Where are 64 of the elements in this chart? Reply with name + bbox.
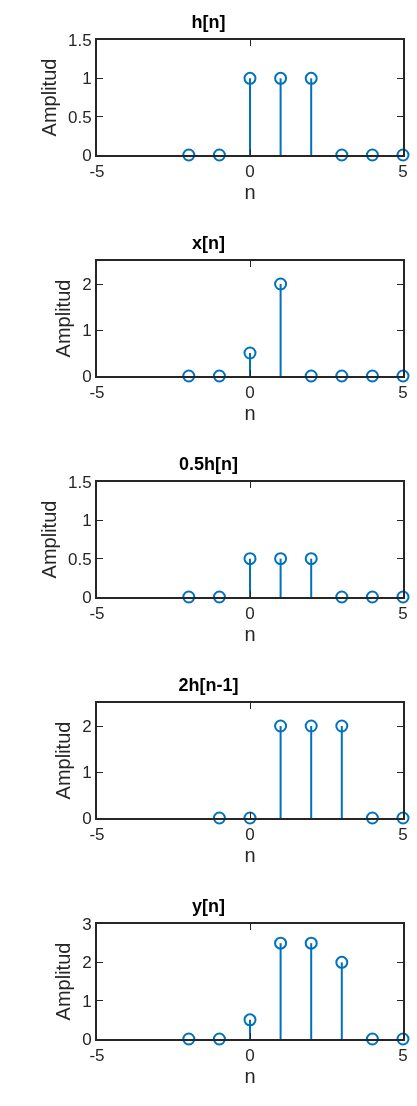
x-axis-title: n — [244, 402, 256, 425]
point — [274, 277, 288, 291]
y-tick-label: 1 — [82, 69, 92, 89]
chart-title: h[n] — [191, 12, 226, 33]
y-tick-label: 1 — [82, 762, 92, 782]
point — [304, 369, 318, 383]
y-axis-title: Amplitud — [52, 279, 75, 358]
x-tick-label: 0 — [245, 383, 255, 403]
x-tick-label: 5 — [398, 825, 408, 845]
x-axis-title: n — [244, 181, 256, 204]
y-tick-label: 1 — [82, 320, 92, 340]
y-tick-label: 0 — [82, 587, 92, 607]
point — [243, 1013, 257, 1027]
point — [212, 1032, 226, 1046]
y-tick-label: 0.5 — [67, 549, 92, 569]
x-tick-label: 5 — [398, 1046, 408, 1066]
x-tick-label: -5 — [89, 825, 105, 845]
y-tick-label: 0.5 — [67, 107, 92, 127]
chart-title: x[n] — [192, 233, 225, 254]
chart-title: 0.5h[n] — [178, 454, 239, 475]
y-tick-label: 2 — [82, 274, 92, 294]
point — [243, 346, 257, 360]
point — [396, 369, 410, 383]
y-axis-title: Amplitud — [52, 721, 75, 800]
y-tick-label: 0 — [82, 366, 92, 386]
point — [396, 1032, 410, 1046]
y-axis-title: Amplitud — [37, 500, 60, 579]
y-tick-label: 0 — [82, 808, 92, 828]
y-tick-label: 1 — [82, 511, 92, 531]
x-tick-label: 5 — [398, 604, 408, 624]
x-tick-label: 0 — [245, 1046, 255, 1066]
point — [182, 369, 196, 383]
point — [335, 369, 349, 383]
chart-title: 2h[n-1] — [178, 675, 239, 696]
x-axis-title: n — [244, 623, 256, 646]
x-axis-title: n — [244, 844, 256, 867]
y-axis-title: Amplitud — [37, 58, 60, 137]
y-tick-label: 2 — [82, 716, 92, 736]
y-tick-label: 1.5 — [67, 30, 92, 50]
y-tick-label: 1.5 — [67, 472, 92, 492]
point — [212, 369, 226, 383]
point — [274, 936, 288, 950]
x-tick-label: 5 — [398, 162, 408, 182]
x-tick-label: 5 — [398, 383, 408, 403]
point — [182, 1032, 196, 1046]
x-tick-label: -5 — [89, 604, 105, 624]
y-axis-title: Amplitud — [52, 942, 75, 1021]
point — [365, 1032, 379, 1046]
point — [365, 369, 379, 383]
x-tick-label: 0 — [245, 604, 255, 624]
x-tick-label: 0 — [245, 162, 255, 182]
point — [304, 936, 318, 950]
x-tick-label: 0 — [245, 825, 255, 845]
chart-title: y[n] — [192, 896, 225, 917]
x-tick-label: -5 — [89, 383, 105, 403]
x-tick-label: -5 — [89, 162, 105, 182]
y-tick-label: 0 — [82, 145, 92, 165]
y-tick-label: 0 — [82, 1029, 92, 1049]
x-tick-label: -5 — [89, 1046, 105, 1066]
y-tick-label: 2 — [82, 953, 92, 973]
point — [335, 955, 349, 969]
y-tick-label: 3 — [82, 914, 92, 934]
x-axis-title: n — [244, 1065, 256, 1088]
y-tick-label: 1 — [82, 991, 92, 1011]
